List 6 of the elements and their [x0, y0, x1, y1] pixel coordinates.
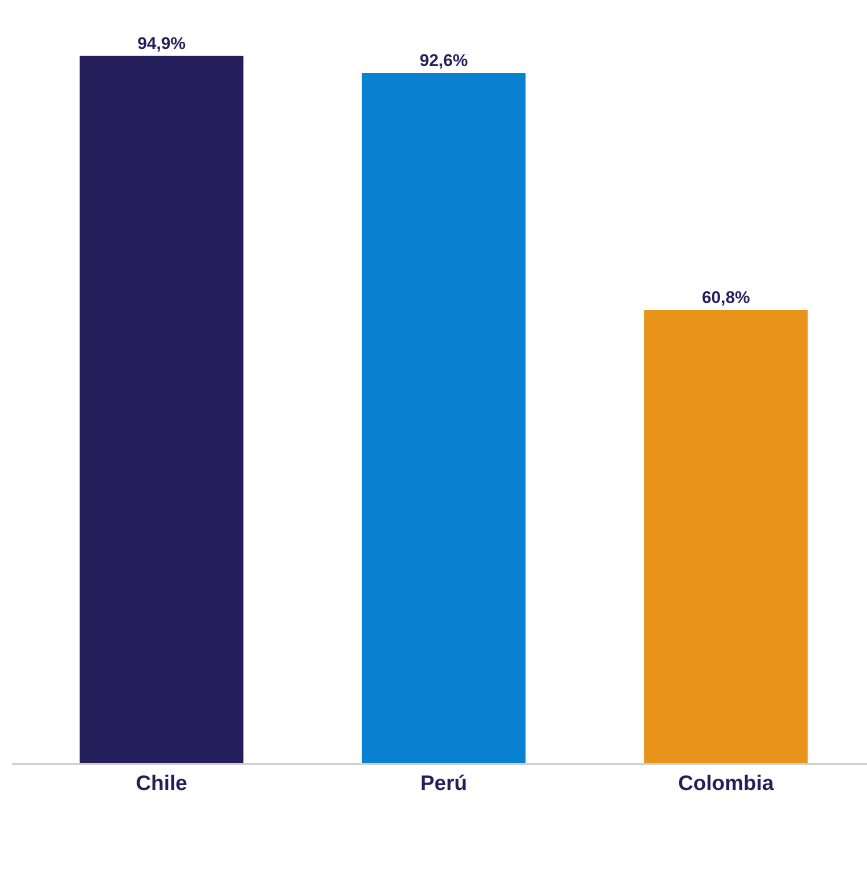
data-label: 60,8%	[702, 288, 750, 307]
data-label: 92,6%	[420, 51, 468, 70]
x-tick-label: Colombia	[678, 772, 774, 795]
x-tick-label: Perú	[420, 772, 468, 795]
data-label: 94,9%	[137, 34, 186, 53]
x-tick-label: Chile	[136, 772, 188, 795]
